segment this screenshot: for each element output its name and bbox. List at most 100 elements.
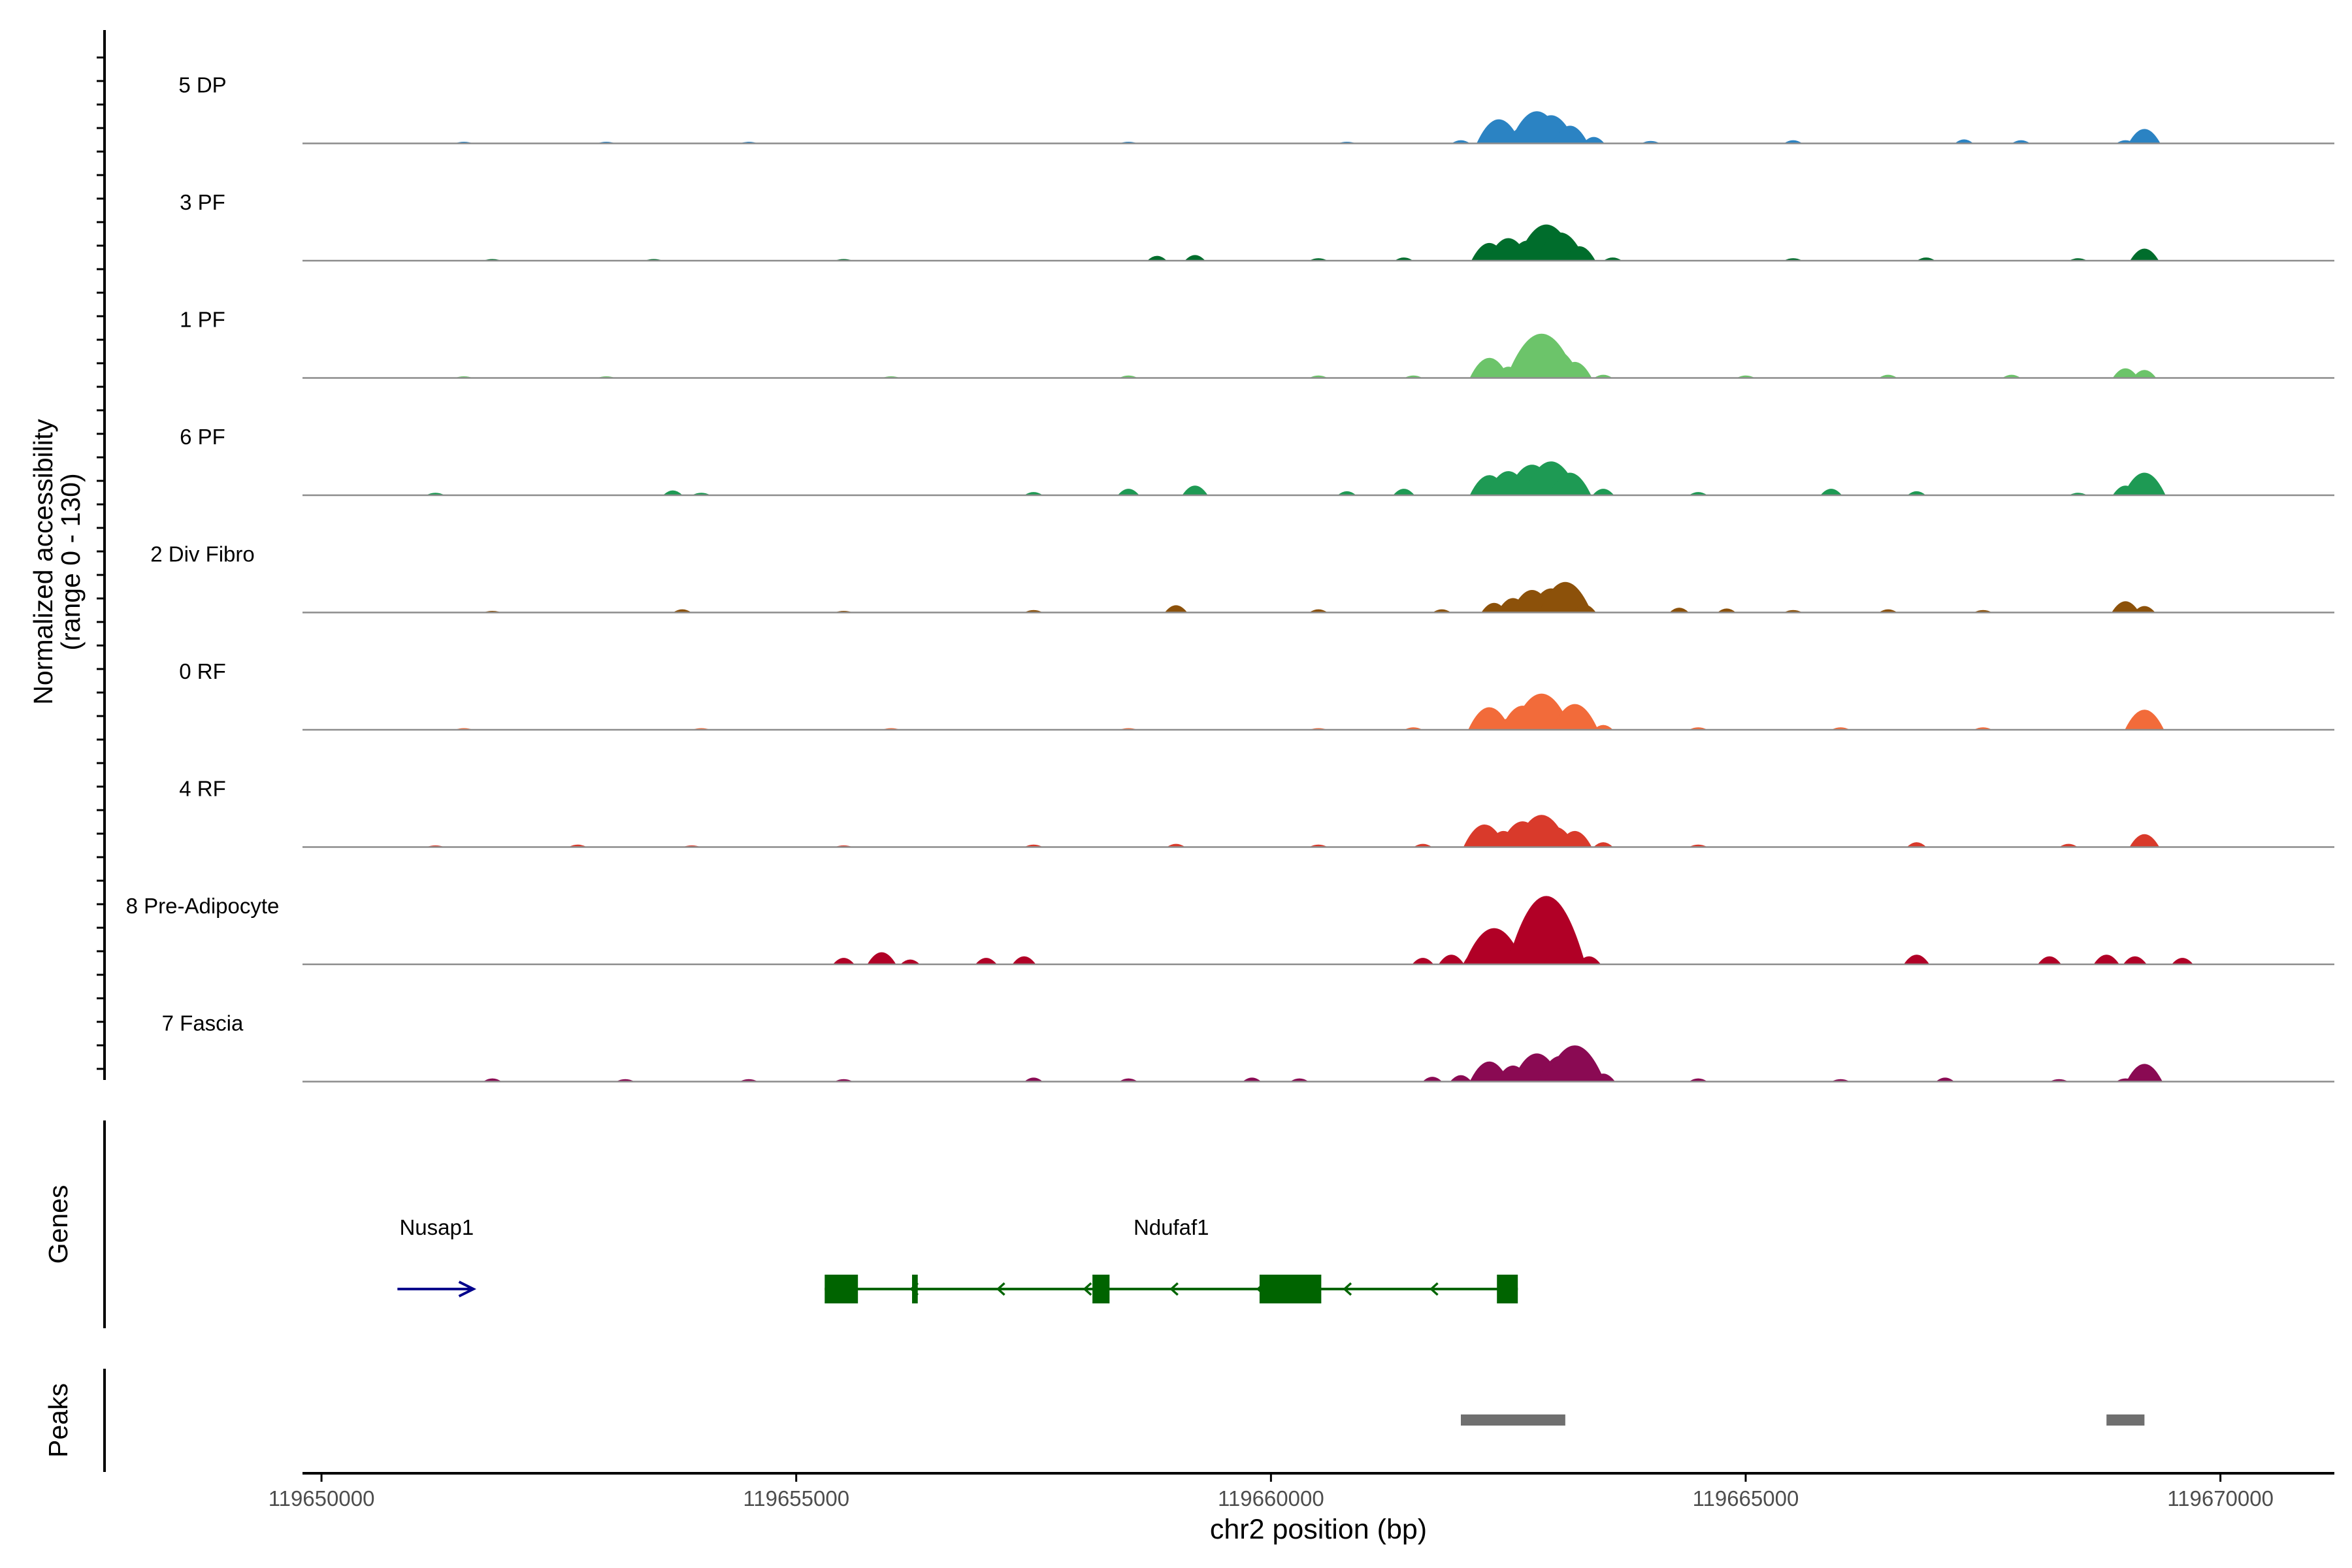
coverage-peak	[1551, 704, 1598, 730]
strand-arrow	[1343, 1282, 1352, 1296]
coverage-peak	[1577, 956, 1601, 964]
strand-arrow	[1083, 1282, 1092, 1296]
coverage-peak	[1592, 1073, 1615, 1082]
coverage-peak	[1543, 948, 1578, 964]
track-label: 4 RF	[179, 777, 226, 801]
x-axis-title: chr2 position (bp)	[1210, 1514, 1427, 1545]
peak-bar	[2106, 1414, 2145, 1426]
coverage-peak	[1820, 489, 1842, 495]
coverage-peak	[1337, 491, 1356, 495]
coverage-peak	[1450, 1075, 1472, 1082]
coverage-peak	[1904, 955, 1930, 964]
coverage-peak	[867, 952, 896, 964]
x-tick-label: 119660000	[1218, 1486, 1324, 1511]
coverage-peak	[1243, 1077, 1262, 1082]
track-0-rf: 0 RF	[179, 659, 2334, 731]
coverage-peak	[1558, 361, 1592, 378]
coverage-peak	[1955, 139, 1974, 144]
coverage-peak	[1412, 958, 1434, 964]
y-axis-label-line1: Normalized accessibility	[28, 419, 58, 705]
x-tick-label: 119670000	[2167, 1486, 2274, 1511]
coverage-peak	[1438, 955, 1465, 964]
exon	[1092, 1275, 1110, 1303]
track-8-pre-adipocyte: 8 Pre-Adipocyte	[126, 894, 2334, 966]
coverage-peak	[2129, 834, 2160, 847]
track-label: 5 DP	[178, 73, 226, 97]
coverage-peak	[1936, 1077, 1955, 1082]
coverage-peak	[1548, 472, 1592, 495]
gene-ndufaf1: Ndufaf1	[825, 1215, 1518, 1303]
coverage-peak	[1558, 830, 1592, 847]
coverage-peak	[2172, 958, 2193, 964]
gene-nusap1: Nusap1	[397, 1215, 477, 1298]
coverage-peak	[1669, 608, 1689, 613]
coverage-peak	[663, 490, 683, 495]
track-5-dp: 5 DP	[178, 73, 2334, 144]
exon	[912, 1275, 918, 1303]
coverage-peak	[2123, 472, 2166, 495]
coverage-peak	[1393, 489, 1415, 495]
y-axis-label-line2: (range 0 - 130)	[56, 473, 86, 650]
track-label: 2 Div Fibro	[150, 542, 255, 566]
track-4-rf: 4 RF	[179, 777, 2334, 848]
coverage-peak	[833, 958, 855, 964]
exon	[1259, 1275, 1322, 1303]
strand-arrow	[1429, 1282, 1439, 1296]
x-tick-label: 119655000	[743, 1486, 849, 1511]
coverage-y-ticks	[97, 56, 105, 1070]
track-label: 6 PF	[180, 425, 225, 449]
peak-bar	[1460, 1414, 1565, 1426]
coverage-peak	[1422, 1077, 1443, 1082]
x-tick-label: 119650000	[269, 1486, 375, 1511]
coverage-peak	[2038, 956, 2061, 964]
peak-regions	[1460, 1414, 2145, 1426]
coverage-peak	[1563, 246, 1595, 261]
gene-label: Nusap1	[399, 1215, 474, 1239]
track-2-div-fibro: 2 Div Fibro	[150, 542, 2334, 613]
peaks-panel-label: Peaks	[43, 1383, 73, 1458]
genes-panel-label: Genes	[43, 1185, 73, 1264]
track-3-pf: 3 PF	[180, 190, 2334, 262]
coverage-peak	[1583, 137, 1605, 144]
coverage-peak	[2112, 601, 2140, 613]
coverage-peak	[2112, 368, 2138, 378]
track-1-pf: 1 PF	[180, 308, 2334, 379]
strand-arrow	[996, 1282, 1005, 1296]
coverage-peak	[1539, 581, 1592, 613]
x-axis: 119650000 119655000 119660000 119665000 1196…	[269, 1472, 2334, 1545]
coverage-peak	[1906, 842, 1927, 847]
gene-models: Nusap1 Ndufaf1	[397, 1215, 1518, 1303]
track-label: 3 PF	[180, 190, 225, 214]
coverage-peak	[2128, 129, 2161, 144]
coverage-peak	[2125, 710, 2164, 730]
coverage-peak	[1012, 956, 1036, 964]
exon	[1497, 1275, 1518, 1303]
y-axis-label: Normalized accessibility (range 0 - 130)	[28, 419, 86, 705]
x-tick-label: 119665000	[1693, 1486, 1799, 1511]
coverage-peak	[975, 958, 997, 964]
coverage-peak	[1572, 604, 1596, 613]
track-label: 7 Fascia	[162, 1011, 244, 1036]
coverage-peak	[1552, 125, 1588, 144]
coverage-peak	[1507, 896, 1586, 964]
coverage-peak	[1182, 485, 1208, 495]
coverage-peak	[2132, 370, 2157, 378]
coverage-peak	[1544, 1045, 1605, 1082]
peaks-panel: Peaks	[43, 1369, 2145, 1472]
coverage-peak	[2126, 1064, 2163, 1082]
coverage-peak	[1907, 491, 1926, 495]
coverage-peak	[1164, 605, 1188, 613]
strand-arrow	[458, 1281, 477, 1298]
coverage-peak	[1184, 255, 1205, 261]
coverage-peak	[2123, 956, 2147, 964]
x-ticks: 119650000 119655000 119660000 119665000 1196…	[269, 1473, 2274, 1511]
track-label: 8 Pre-Adipocyte	[126, 894, 280, 918]
coverage-peak	[1717, 608, 1736, 613]
track-6-pf: 6 PF	[180, 425, 2334, 497]
coverage-peak	[1592, 489, 1614, 495]
coverage-peak	[1593, 725, 1613, 730]
track-label: 0 RF	[179, 659, 226, 683]
genes-panel: Genes Nusap1 Ndufaf1	[43, 1120, 1518, 1328]
coverage-peak	[1117, 489, 1139, 495]
